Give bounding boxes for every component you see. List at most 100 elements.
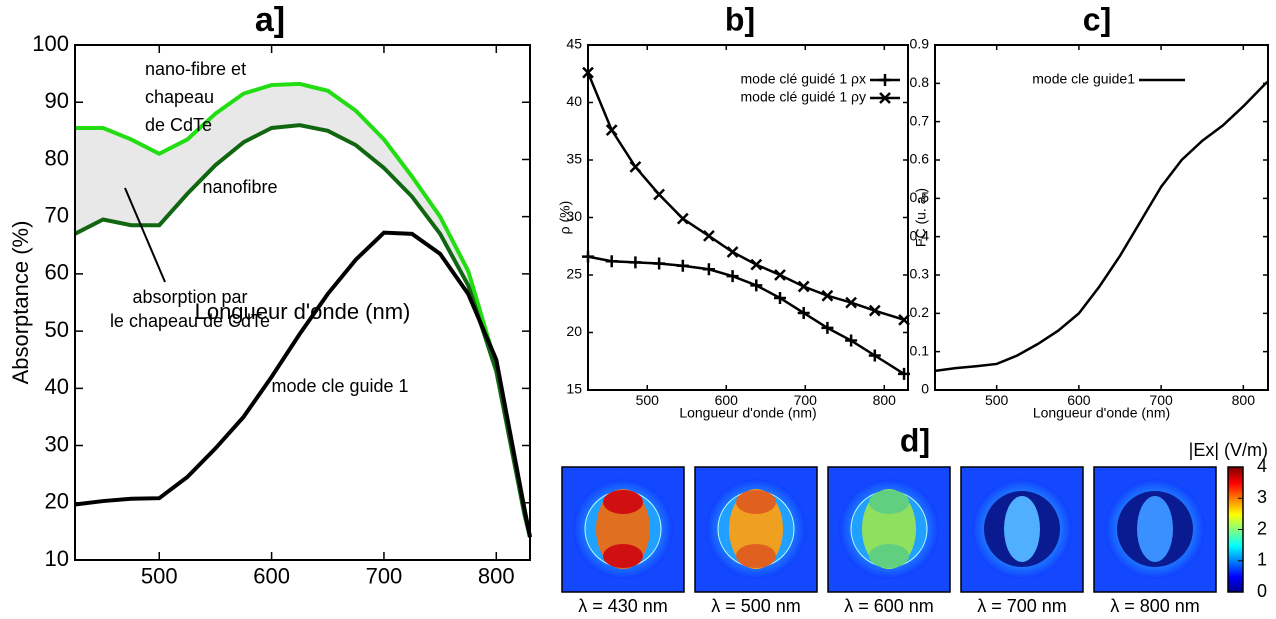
- annotation: nanofibre: [202, 177, 277, 197]
- x-axis-label: Longueur d'onde (nm): [1033, 405, 1170, 421]
- core: [1137, 496, 1173, 562]
- marker: [845, 296, 857, 309]
- marker: [868, 304, 881, 317]
- marker: [653, 188, 665, 201]
- image-label: λ = 500 nm: [711, 596, 801, 616]
- marker: [797, 306, 810, 319]
- hot-spot: [869, 544, 909, 568]
- x-tick-label: 800: [478, 563, 515, 588]
- marker: [653, 257, 666, 270]
- y-tick-label: 0.2: [910, 304, 930, 320]
- annotation: nano-fibre et: [145, 59, 246, 79]
- x-tick-label: 500: [636, 392, 660, 408]
- marker: [676, 212, 689, 225]
- marker: [750, 279, 763, 292]
- image-label: λ = 800 nm: [1110, 596, 1200, 616]
- plot-frame: [587, 44, 909, 391]
- colorbar-label: |Ex| (V/m): [1189, 440, 1268, 460]
- hot-spot: [603, 490, 643, 514]
- chart-title: c]: [1083, 1, 1111, 37]
- y-tick-label: 30: [45, 431, 69, 456]
- y-tick-label: 45: [566, 36, 582, 52]
- marker: [821, 321, 834, 334]
- y-tick-label: 0.6: [910, 151, 930, 167]
- x-tick-label: 800: [873, 392, 897, 408]
- legend-marker: [879, 74, 891, 86]
- annotation: absorption par: [132, 287, 247, 307]
- hot-spot: [736, 544, 776, 568]
- y-tick-label: 35: [566, 151, 582, 167]
- x-tick-label: 700: [794, 392, 818, 408]
- y-tick-label: 10: [45, 546, 69, 571]
- marker: [750, 258, 763, 271]
- x-tick-label: 500: [141, 563, 178, 588]
- y-tick-label: 20: [566, 323, 582, 339]
- legend-label: mode cle guide1: [1032, 71, 1135, 87]
- x-tick-label: 600: [253, 563, 290, 588]
- y-tick-label: 20: [45, 489, 69, 514]
- plot-frame: [74, 44, 531, 561]
- y-tick-label: 100: [32, 31, 69, 56]
- y-axis-label: Absorptance (%): [8, 221, 33, 385]
- marker: [726, 246, 739, 258]
- marker: [629, 256, 642, 269]
- y-tick-label: 0.3: [910, 266, 930, 282]
- x-tick-label: 600: [715, 392, 739, 408]
- y-tick-label: 25: [566, 266, 582, 282]
- y-tick-label: 0.4: [910, 227, 930, 243]
- annotation: le chapeau de CdTe: [110, 311, 270, 331]
- pointer: [124, 187, 166, 283]
- y-tick-label: 15: [566, 381, 582, 397]
- series-line: [587, 255, 905, 375]
- annotation: mode cle guide 1: [271, 376, 408, 396]
- y-axis-label: FC (u. a.): [913, 188, 929, 247]
- annotation: de CdTe: [145, 115, 212, 135]
- colorbar-tick-label: 0: [1257, 581, 1267, 601]
- y-tick-label: 0.1: [910, 342, 930, 358]
- marker: [845, 334, 858, 347]
- marker: [629, 161, 642, 173]
- y-tick-label: 0.9: [910, 36, 930, 52]
- y-tick-label: 90: [45, 88, 69, 113]
- y-tick-label: 50: [45, 317, 69, 342]
- marker: [774, 292, 786, 304]
- series-line: [934, 80, 1269, 373]
- marker: [702, 263, 715, 276]
- hot-spot: [603, 544, 643, 568]
- image-label: λ = 700 nm: [977, 596, 1067, 616]
- y-tick-label: 80: [45, 145, 69, 170]
- x-tick-label: 600: [1067, 392, 1091, 408]
- y-tick-label: 0.8: [910, 74, 930, 90]
- marker: [703, 230, 715, 242]
- chart-title: d]: [900, 422, 930, 458]
- y-tick-label: 40: [45, 374, 69, 399]
- image-label: λ = 430 nm: [578, 596, 668, 616]
- y-axis-label: ρ (%): [557, 201, 573, 235]
- marker: [821, 289, 834, 302]
- series-line: [74, 230, 532, 538]
- chart-title: b]: [725, 1, 755, 37]
- legend-label: mode clé guidé 1 ρy: [741, 89, 866, 105]
- plot-frame: [934, 44, 1269, 391]
- x-tick-label: 700: [1149, 392, 1173, 408]
- hot-spot: [736, 490, 776, 514]
- marker: [676, 259, 689, 272]
- y-tick-label: 70: [45, 202, 69, 227]
- chart-title: a]: [255, 1, 285, 39]
- y-tick-label: 0.7: [910, 112, 930, 128]
- shaded-area: [75, 83, 530, 538]
- y-tick-label: 60: [45, 260, 69, 285]
- annotation: chapeau: [145, 87, 214, 107]
- series-line: [586, 72, 905, 322]
- x-axis-label: Longueur d'onde (nm): [679, 405, 816, 421]
- series-line: [74, 123, 532, 538]
- x-tick-label: 500: [985, 392, 1009, 408]
- y-tick-label: 30: [566, 208, 582, 224]
- y-tick-label: 0: [921, 381, 929, 397]
- y-tick-label: 40: [566, 93, 582, 109]
- marker: [605, 255, 618, 268]
- legend-marker: [879, 92, 891, 104]
- marker: [797, 280, 810, 293]
- colorbar-tick-label: 3: [1257, 487, 1267, 507]
